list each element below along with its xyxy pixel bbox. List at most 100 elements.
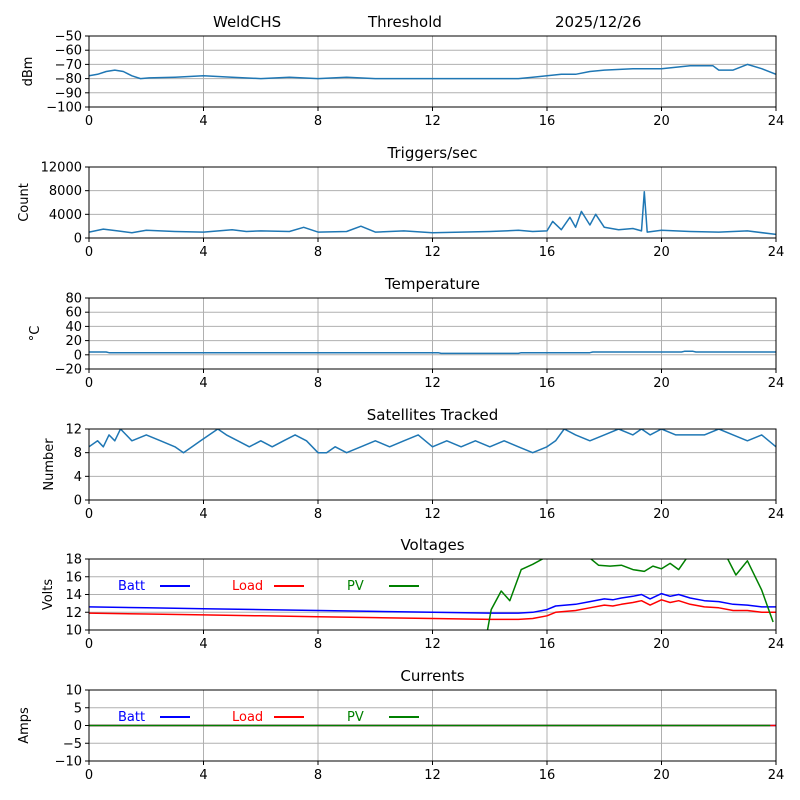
y-tick-label: 0: [74, 719, 82, 734]
y-tick-label: −80: [55, 72, 82, 87]
header-date: 2025/12/26: [555, 13, 641, 31]
y-tick-label: 8: [74, 446, 82, 461]
x-tick-label: 24: [768, 114, 785, 129]
x-tick-label: 12: [424, 245, 441, 260]
y-tick-label: −90: [55, 86, 82, 101]
x-tick-label: 20: [653, 768, 670, 783]
x-tick-label: 24: [768, 507, 785, 522]
y-axis-label: dBm: [21, 57, 36, 87]
x-tick-label: 16: [539, 637, 556, 652]
x-tick-label: 12: [424, 507, 441, 522]
y-tick-label: 4: [74, 470, 82, 485]
x-tick-label: 24: [768, 245, 785, 260]
x-tick-label: 4: [199, 114, 207, 129]
y-tick-label: 16: [65, 570, 82, 585]
x-tick-label: 24: [768, 768, 785, 783]
x-tick-label: 8: [314, 114, 322, 129]
y-tick-label: 18: [65, 553, 82, 568]
panel-title: Triggers/sec: [387, 144, 478, 162]
y-tick-label: 80: [65, 292, 82, 307]
y-tick-label: 0: [74, 348, 82, 363]
panel-title: Satellites Tracked: [367, 406, 498, 424]
series-line-triggers: [89, 191, 776, 236]
y-axis-label: Volts: [41, 579, 56, 611]
series-line-pv: [486, 559, 774, 630]
x-tick-label: 12: [424, 376, 441, 391]
x-tick-label: 20: [653, 245, 670, 260]
x-tick-label: 0: [85, 245, 93, 260]
y-tick-label: 60: [65, 306, 82, 321]
x-tick-label: 8: [314, 245, 322, 260]
legend-label-batt: Batt: [118, 579, 145, 594]
panel-5: 0 4 8 12 16 20 24 −10 −5 0 5 10 Currents Amps Batt Load…: [17, 667, 784, 783]
y-axis-label: Number: [42, 438, 57, 491]
y-tick-label: −60: [55, 44, 82, 59]
y-tick-label: −5: [63, 737, 82, 752]
header-station: WeldCHS: [213, 13, 281, 31]
x-tick-label: 16: [539, 507, 556, 522]
x-tick-label: 0: [85, 768, 93, 783]
x-tick-label: 24: [768, 376, 785, 391]
x-tick-label: 0: [85, 376, 93, 391]
header-mode: Threshold: [367, 13, 442, 31]
x-tick-label: 8: [314, 768, 322, 783]
x-tick-label: 0: [85, 637, 93, 652]
x-tick-label: 0: [85, 114, 93, 129]
y-tick-label: −20: [55, 363, 82, 378]
x-tick-label: 20: [653, 507, 670, 522]
y-tick-label: 20: [65, 334, 82, 349]
x-tick-label: 16: [539, 245, 556, 260]
panel-title: Voltages: [400, 536, 464, 554]
y-axis-label: Count: [17, 183, 32, 222]
series-line-threshold: [89, 63, 776, 80]
y-tick-label: 4000: [49, 208, 82, 223]
x-tick-label: 16: [539, 376, 556, 391]
series-line-temperature: [89, 350, 776, 355]
x-tick-label: 8: [314, 637, 322, 652]
series-line-batt: [89, 592, 776, 614]
panel-title: Temperature: [384, 275, 480, 293]
y-axis-label: °C: [28, 326, 43, 342]
y-tick-label: −10: [55, 755, 82, 770]
panel-3: 0 4 8 12 16 20 24 0 4 8 12 Satellites Tracked Number: [42, 406, 784, 522]
panel-1: 0 4 8 12 16 20 24 0 4000 8000 12000 Triggers/sec Cou…: [17, 144, 784, 260]
x-tick-label: 4: [199, 245, 207, 260]
legend-label-batt: Batt: [118, 710, 145, 725]
series-line-load: [89, 599, 776, 621]
x-tick-label: 0: [85, 507, 93, 522]
y-tick-label: 5: [74, 701, 82, 716]
y-axis-label: Amps: [17, 707, 32, 744]
y-tick-label: 8000: [49, 184, 82, 199]
y-tick-label: 0: [74, 232, 82, 247]
x-tick-label: 24: [768, 637, 785, 652]
y-tick-label: 10: [65, 624, 82, 639]
y-tick-label: 12: [65, 423, 82, 438]
y-tick-label: −100: [46, 101, 82, 116]
y-tick-label: 10: [65, 684, 82, 699]
legend-label-load: Load: [232, 710, 263, 725]
x-tick-label: 12: [424, 114, 441, 129]
y-tick-label: −50: [55, 30, 82, 45]
series-line-satellites: [89, 429, 776, 454]
y-tick-label: 0: [74, 494, 82, 509]
x-tick-label: 4: [199, 376, 207, 391]
x-tick-label: 20: [653, 637, 670, 652]
x-tick-label: 20: [653, 114, 670, 129]
x-tick-label: 12: [424, 637, 441, 652]
x-tick-label: 4: [199, 507, 207, 522]
y-tick-label: 12: [65, 606, 82, 621]
x-tick-label: 8: [314, 376, 322, 391]
legend-label-load: Load: [232, 579, 263, 594]
x-tick-label: 12: [424, 768, 441, 783]
x-tick-label: 4: [199, 768, 207, 783]
x-tick-label: 20: [653, 376, 670, 391]
y-tick-label: −70: [55, 58, 82, 73]
x-tick-label: 4: [199, 637, 207, 652]
panel-0: 0 4 8 12 16 20 24 −100−90−80−70−60−50 dBm: [21, 30, 784, 130]
y-tick-label: 14: [65, 588, 82, 603]
y-tick-label: 40: [65, 320, 82, 335]
panel-4: 0 4 8 12 16 20 24 10 12 14 16 18 Voltages Volts Batt Lo…: [41, 536, 784, 652]
panel-title: Currents: [400, 667, 464, 685]
